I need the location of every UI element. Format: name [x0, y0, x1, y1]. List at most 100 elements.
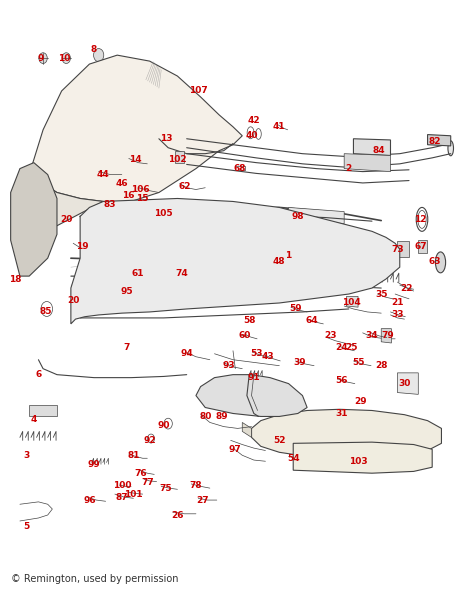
Text: 25: 25 [345, 343, 357, 352]
Text: 20: 20 [60, 215, 72, 224]
Ellipse shape [26, 197, 37, 218]
Text: 64: 64 [305, 316, 318, 325]
Polygon shape [418, 240, 427, 253]
Text: 98: 98 [292, 212, 304, 221]
Text: 33: 33 [391, 310, 404, 319]
Text: 80: 80 [199, 412, 212, 421]
Polygon shape [353, 139, 391, 155]
Polygon shape [242, 422, 252, 437]
Text: 60: 60 [239, 331, 251, 340]
Text: 89: 89 [215, 412, 228, 421]
Text: 84: 84 [373, 146, 385, 155]
Text: 52: 52 [273, 436, 286, 445]
Text: 68: 68 [233, 164, 246, 173]
Text: 102: 102 [168, 155, 187, 164]
Text: 29: 29 [354, 397, 367, 406]
Ellipse shape [192, 143, 200, 156]
Text: 55: 55 [352, 358, 364, 367]
Text: 27: 27 [197, 496, 209, 505]
Ellipse shape [170, 136, 180, 149]
Polygon shape [196, 374, 307, 416]
Polygon shape [347, 296, 358, 307]
Text: 85: 85 [39, 307, 52, 316]
Text: 107: 107 [189, 86, 208, 95]
Text: 105: 105 [154, 209, 173, 218]
Text: 99: 99 [88, 460, 100, 469]
Text: 10: 10 [58, 53, 70, 62]
Ellipse shape [26, 229, 37, 252]
Ellipse shape [94, 49, 104, 62]
Text: 100: 100 [113, 481, 131, 490]
Ellipse shape [22, 196, 45, 249]
Text: 79: 79 [382, 331, 395, 340]
Ellipse shape [448, 141, 453, 156]
Polygon shape [29, 404, 57, 416]
Text: 23: 23 [324, 331, 336, 340]
Polygon shape [175, 151, 185, 163]
Text: 7: 7 [123, 343, 130, 352]
Ellipse shape [120, 178, 125, 185]
Text: 77: 77 [141, 478, 154, 487]
Text: 62: 62 [178, 182, 191, 191]
Text: 91: 91 [247, 373, 260, 382]
Text: 39: 39 [294, 358, 307, 367]
Text: 21: 21 [391, 298, 404, 307]
Ellipse shape [435, 252, 445, 273]
Text: 73: 73 [391, 245, 404, 254]
Polygon shape [20, 55, 242, 229]
Text: 24: 24 [336, 343, 348, 352]
Polygon shape [293, 442, 432, 473]
Text: 16: 16 [123, 191, 135, 200]
Polygon shape [279, 237, 353, 259]
Text: 82: 82 [428, 137, 441, 146]
Text: 78: 78 [190, 481, 202, 490]
Polygon shape [274, 253, 293, 268]
Text: 5: 5 [24, 523, 30, 532]
Text: 76: 76 [134, 469, 147, 478]
Text: 26: 26 [171, 511, 184, 520]
Polygon shape [20, 181, 103, 240]
Ellipse shape [39, 53, 47, 64]
Text: 87: 87 [116, 493, 128, 502]
Text: 95: 95 [120, 287, 133, 296]
Text: 18: 18 [9, 275, 21, 284]
Polygon shape [288, 208, 344, 224]
Text: 31: 31 [336, 409, 348, 418]
Text: 20: 20 [67, 296, 79, 305]
Polygon shape [397, 373, 418, 394]
Text: 75: 75 [159, 484, 172, 493]
Text: 101: 101 [124, 490, 143, 499]
Text: 35: 35 [375, 290, 388, 299]
Text: 63: 63 [428, 257, 441, 266]
Text: 97: 97 [229, 445, 242, 454]
Polygon shape [71, 199, 400, 324]
Text: 93: 93 [222, 361, 235, 370]
Text: 28: 28 [375, 361, 388, 370]
Text: 8: 8 [91, 44, 97, 53]
Text: 15: 15 [137, 194, 149, 203]
Polygon shape [427, 134, 451, 146]
Text: 48: 48 [273, 257, 286, 266]
Text: 92: 92 [144, 436, 156, 445]
Text: 4: 4 [31, 415, 37, 424]
Text: © Remington, used by permission: © Remington, used by permission [11, 574, 178, 584]
Text: 19: 19 [76, 242, 89, 251]
Text: 43: 43 [261, 352, 274, 361]
Text: 12: 12 [414, 215, 427, 224]
Text: 94: 94 [180, 349, 193, 358]
Text: 2: 2 [346, 164, 352, 173]
Text: 44: 44 [97, 170, 110, 179]
Text: 14: 14 [130, 155, 142, 164]
Text: 3: 3 [24, 451, 30, 460]
Text: 56: 56 [336, 376, 348, 385]
Polygon shape [397, 241, 409, 257]
Polygon shape [11, 163, 57, 276]
Text: 61: 61 [132, 269, 144, 278]
Polygon shape [252, 409, 441, 458]
Text: 67: 67 [414, 242, 427, 251]
Text: 22: 22 [400, 284, 413, 293]
Text: 30: 30 [398, 379, 411, 388]
Text: 104: 104 [342, 298, 361, 307]
Text: 6: 6 [35, 370, 41, 379]
Text: 58: 58 [243, 316, 255, 325]
